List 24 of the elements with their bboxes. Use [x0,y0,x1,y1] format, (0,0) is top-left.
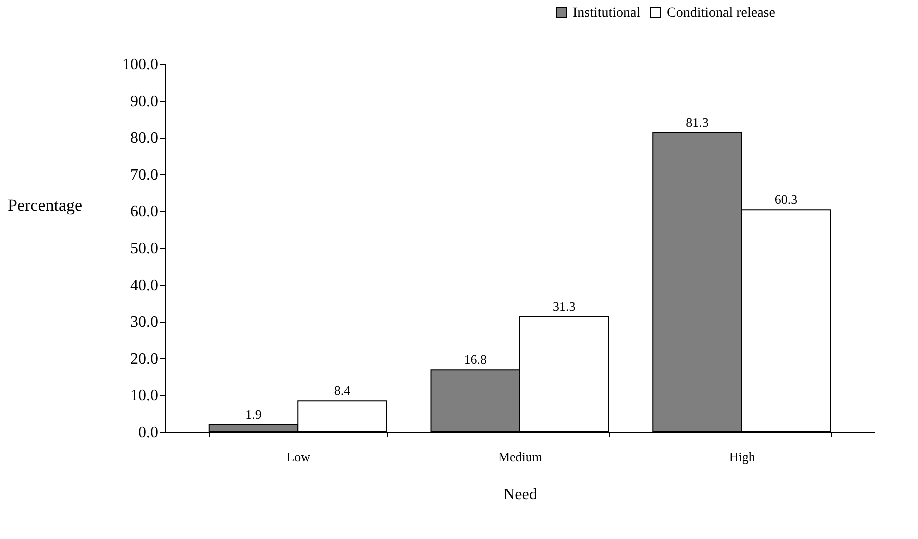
data-label: 16.8 [464,352,487,368]
y-tick-label: 10.0 [130,388,158,405]
y-axis-title: Percentage [8,196,83,216]
y-tick-label: 0.0 [138,424,158,442]
legend-label: Institutional [573,6,641,21]
y-tick-label: 30.0 [130,314,158,332]
legend-label: Conditional release [667,6,776,21]
y-tick-label: 60.0 [130,204,158,221]
y-tick-label: 100.0 [122,56,158,74]
y-tick-label: 90.0 [130,93,158,110]
y-tick-label: 80.0 [130,130,158,148]
x-tick-label: Medium [498,450,543,464]
data-label: 8.4 [334,383,352,398]
data-label: 60.3 [774,192,798,208]
data-label: 81.3 [686,114,709,130]
x-tick-label: High [729,450,756,464]
x-axis-title: Need [504,486,538,504]
y-tick-label: 40.0 [130,277,158,294]
y-tick-label: 50.0 [130,240,158,258]
data-label: 1.9 [246,407,262,422]
y-tick-label: 70.0 [130,166,158,184]
x-tick-label: Low [286,450,312,464]
data-label: 31.3 [553,298,576,314]
y-tick-label: 20.0 [130,350,158,368]
